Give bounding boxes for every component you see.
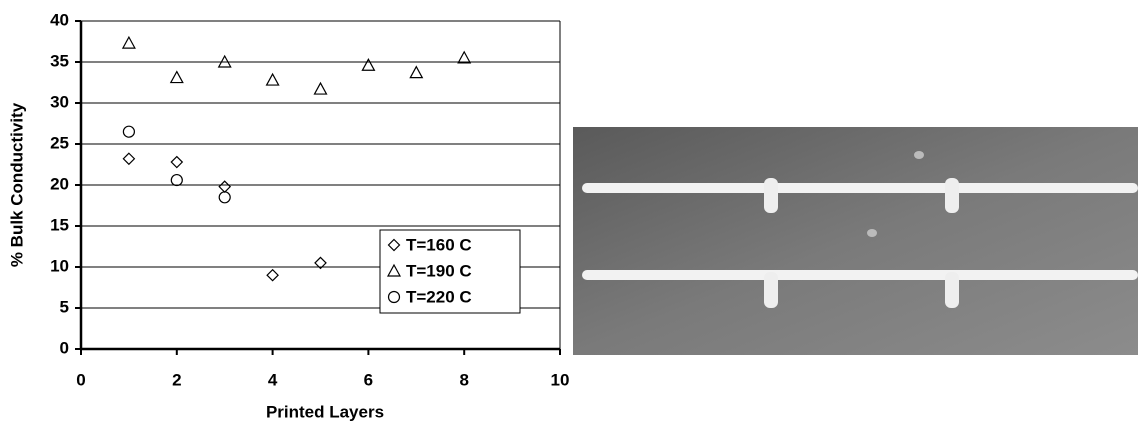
marker (218, 180, 232, 193)
legend-label: T=160 C (406, 235, 472, 254)
y-axis-label: % Bulk Conductivity (7, 102, 26, 267)
y-tick-label: 5 (60, 297, 69, 316)
x-axis-label: Printed Layers (266, 402, 384, 421)
y-tick-label: 0 (60, 338, 69, 357)
x-tick-label: 0 (76, 370, 85, 389)
marker (409, 65, 424, 79)
y-tick-label: 25 (50, 133, 69, 152)
marker (266, 268, 279, 282)
legend-label: T=220 C (406, 287, 472, 306)
y-tick-label: 15 (50, 215, 69, 234)
y-tick-label: 20 (50, 174, 69, 193)
marker (218, 191, 231, 204)
marker (121, 35, 136, 49)
chart: Printed Layers % Bulk Conductivity 0 5 10 1… (7, 10, 569, 421)
marker (387, 290, 401, 304)
y-tick-label: 30 (50, 92, 69, 111)
marker (314, 256, 327, 270)
photo (573, 127, 1138, 355)
x-tick-label: 4 (268, 370, 278, 389)
marker (313, 81, 328, 95)
marker (386, 263, 402, 277)
legend-box (379, 229, 521, 314)
marker (122, 125, 135, 138)
x-tick-label: 2 (172, 370, 181, 389)
marker (170, 155, 184, 169)
marker (361, 58, 376, 71)
marker (169, 70, 184, 84)
marker (217, 54, 232, 68)
legend-label: T=190 C (406, 261, 472, 280)
marker (170, 173, 183, 187)
marker (387, 238, 401, 252)
marker (265, 72, 280, 86)
marker (457, 50, 472, 64)
y-tick-label: 10 (50, 256, 69, 275)
x-tick-label: 10 (551, 370, 570, 389)
y-tick-label: 40 (50, 10, 69, 29)
y-tick-label: 35 (50, 51, 69, 70)
x-tick-label: 8 (459, 370, 468, 389)
x-tick-label: 6 (364, 370, 373, 389)
marker (122, 152, 136, 166)
